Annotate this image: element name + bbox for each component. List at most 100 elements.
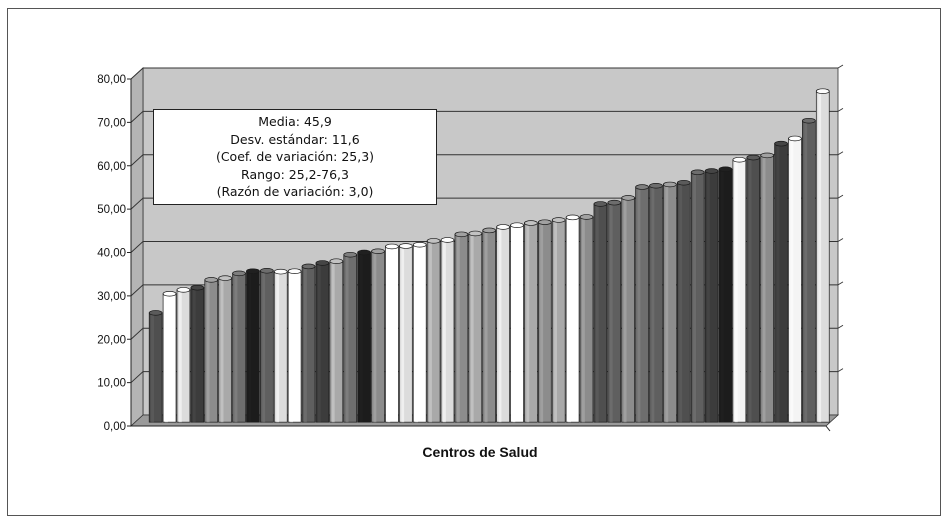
bar-highlight bbox=[512, 225, 516, 423]
bar-highlight bbox=[540, 222, 544, 423]
bar-top bbox=[468, 230, 483, 237]
bar-top bbox=[385, 243, 399, 250]
bar bbox=[468, 230, 483, 423]
bar-highlight bbox=[165, 293, 168, 423]
bar bbox=[412, 241, 427, 423]
y-tick-label: 50,00 bbox=[97, 204, 126, 216]
bar bbox=[704, 168, 719, 423]
bar-highlight bbox=[651, 185, 655, 423]
bar bbox=[524, 220, 538, 423]
bar-top bbox=[815, 88, 830, 94]
bar-top bbox=[246, 268, 260, 274]
bar-top bbox=[607, 199, 622, 206]
bar bbox=[510, 222, 524, 423]
bar-highlight bbox=[734, 159, 738, 423]
bar-highlight bbox=[387, 246, 391, 423]
bar-top bbox=[551, 217, 566, 223]
bar bbox=[551, 217, 566, 423]
y-tick-label: 70,00 bbox=[97, 117, 126, 129]
bar-top bbox=[287, 268, 302, 274]
bar-body bbox=[468, 233, 483, 423]
bar-highlight bbox=[818, 91, 822, 423]
bar bbox=[732, 156, 747, 423]
bar bbox=[718, 166, 733, 423]
y-tick-label: 30,00 bbox=[97, 291, 126, 303]
bar bbox=[426, 238, 441, 423]
bar-highlight bbox=[192, 287, 196, 423]
bar-highlight bbox=[290, 271, 293, 423]
bar-top bbox=[454, 231, 469, 238]
right-tick bbox=[837, 64, 844, 69]
bar-top bbox=[315, 260, 330, 266]
bar bbox=[663, 181, 677, 423]
bar bbox=[315, 260, 330, 423]
bar-highlight bbox=[526, 223, 530, 423]
bar bbox=[343, 251, 358, 423]
y-tick-label: 80,00 bbox=[97, 74, 126, 86]
bar-highlight bbox=[623, 197, 627, 423]
bar-highlight bbox=[220, 278, 224, 423]
bar-top bbox=[746, 154, 761, 161]
y-tick-labels: 0,00 10,00 20,00 30,00 40,00 50,00 60,00 70,00 8… bbox=[97, 74, 126, 433]
bar-highlight bbox=[178, 289, 182, 423]
bar-top bbox=[621, 195, 636, 201]
stats-mean: Media: 45,9 bbox=[258, 114, 332, 130]
bar-highlight bbox=[790, 138, 794, 423]
y-tick-label: 60,00 bbox=[97, 161, 126, 173]
axes bbox=[127, 78, 831, 432]
bar-highlight bbox=[498, 226, 502, 423]
bar bbox=[232, 270, 246, 423]
bar bbox=[204, 277, 219, 423]
bar-highlight bbox=[401, 246, 405, 423]
x-axis-label: Centros de Salud bbox=[422, 444, 538, 460]
bar bbox=[621, 195, 636, 423]
bar-top bbox=[565, 214, 580, 221]
bar-top bbox=[593, 201, 608, 207]
bar-top bbox=[718, 166, 733, 173]
bar-highlight bbox=[262, 270, 266, 423]
bar-highlight bbox=[484, 230, 488, 423]
bar bbox=[676, 179, 691, 423]
bar-highlight bbox=[776, 143, 780, 423]
bar-top bbox=[760, 152, 774, 159]
bar-highlight bbox=[581, 216, 585, 423]
x-axis-end-tick bbox=[825, 425, 831, 432]
bar bbox=[273, 268, 288, 423]
y-tick-label: 40,00 bbox=[97, 248, 126, 260]
bar bbox=[815, 88, 830, 423]
y-tick-label: 0,00 bbox=[104, 421, 126, 433]
bar-body bbox=[482, 230, 497, 423]
bar-highlight bbox=[470, 233, 474, 423]
bar-highlight bbox=[331, 261, 335, 423]
right-tick bbox=[837, 368, 844, 373]
stats-range: Rango: 25,2-76,3 bbox=[241, 166, 349, 182]
bar-top bbox=[704, 168, 719, 174]
bar-top bbox=[273, 268, 288, 275]
bar-highlight bbox=[637, 187, 641, 423]
bar bbox=[399, 243, 413, 423]
bar bbox=[690, 169, 705, 423]
bar-top bbox=[676, 179, 691, 186]
bar bbox=[579, 214, 594, 423]
bar bbox=[385, 243, 399, 423]
bar-highlight bbox=[554, 220, 558, 423]
bar-top bbox=[732, 156, 747, 163]
bar bbox=[788, 135, 802, 423]
right-tick bbox=[837, 107, 844, 112]
bar bbox=[482, 227, 497, 423]
bar-top bbox=[204, 277, 219, 283]
bar-top bbox=[399, 243, 413, 249]
bar-highlight bbox=[248, 271, 252, 423]
bar bbox=[635, 184, 649, 423]
bar bbox=[329, 258, 344, 423]
bar bbox=[260, 268, 274, 423]
bar-highlight bbox=[359, 252, 363, 423]
bar-body bbox=[385, 246, 399, 423]
bar-highlight bbox=[693, 172, 697, 423]
bar bbox=[162, 291, 177, 423]
bar-top bbox=[301, 263, 316, 270]
bar bbox=[218, 275, 232, 423]
bar-top bbox=[148, 310, 163, 316]
bar bbox=[565, 214, 580, 423]
